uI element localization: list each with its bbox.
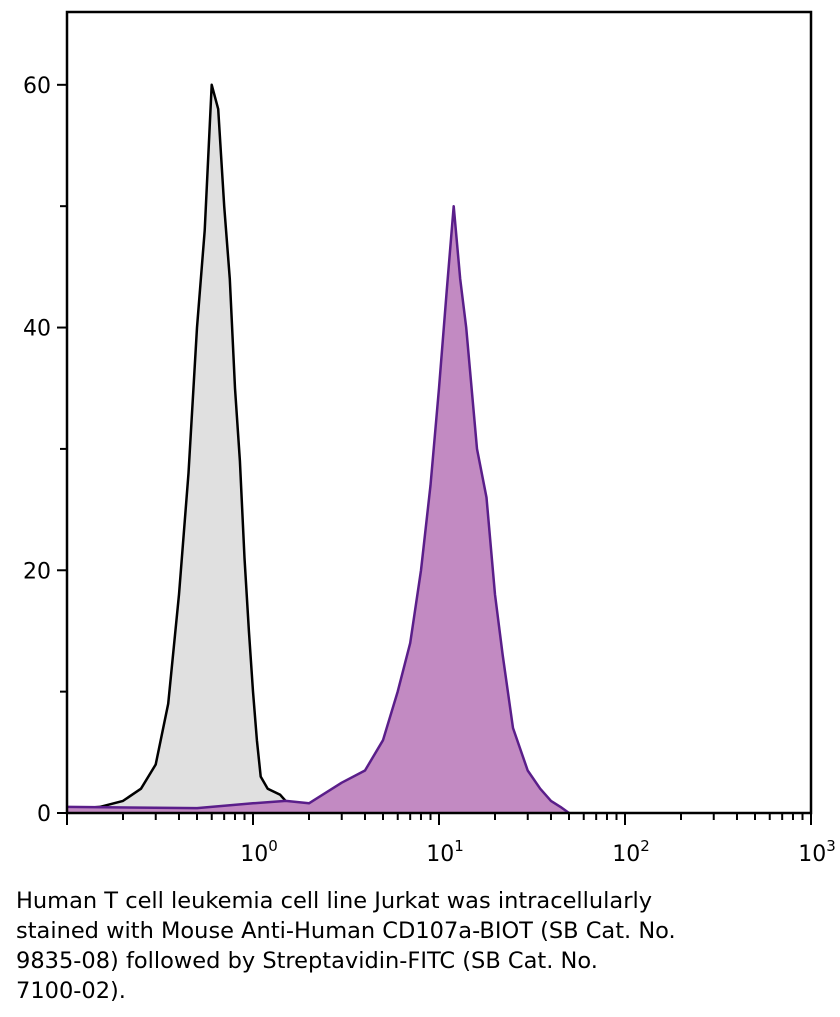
x-tick-label: 103 xyxy=(798,837,836,867)
y-tick-label: 40 xyxy=(23,317,51,342)
series-1-line xyxy=(66,204,570,815)
figure-caption: Human T cell leukemia cell line Jurkat w… xyxy=(16,888,676,1004)
series-0-line xyxy=(66,83,302,815)
x-tick-label: 100 xyxy=(240,837,278,867)
series-layer xyxy=(66,83,570,815)
y-tick-label: 60 xyxy=(23,74,51,99)
histogram-chart: 0 20 40 60 100 101 102 103 xyxy=(23,10,836,867)
y-axis: 0 20 40 60 xyxy=(23,74,67,827)
x-tick-label: 101 xyxy=(426,837,464,867)
x-tick-label: 102 xyxy=(612,837,650,867)
x-axis: 100 101 102 103 xyxy=(66,813,836,867)
series-1-area xyxy=(67,206,569,813)
y-tick-label: 20 xyxy=(23,559,51,584)
series-0-area xyxy=(67,84,301,814)
y-tick-label: 0 xyxy=(37,802,51,827)
